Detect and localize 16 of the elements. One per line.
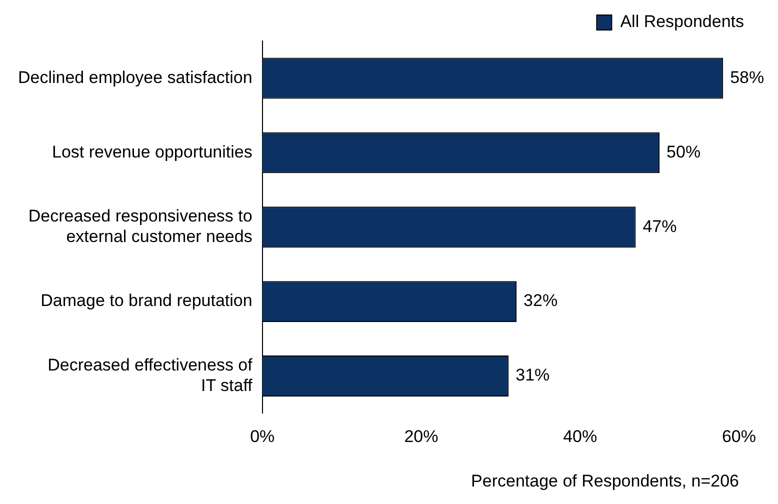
y-tick-label: Decreased effectiveness of IT staff: [48, 355, 253, 395]
x-tick-label: 20%: [404, 427, 438, 446]
x-tick-label: 60%: [722, 427, 756, 446]
x-tick-label: 40%: [563, 427, 598, 446]
y-tick-label: Declined employee satisfaction: [18, 68, 252, 87]
y-tick-label: Decreased responsiveness to external customer needs: [28, 206, 252, 246]
y-tick-label: Lost revenue opportunities: [52, 142, 252, 162]
data-label: 58%: [730, 68, 764, 87]
legend-label: All Respondents: [620, 12, 744, 32]
data-label: 32%: [524, 291, 558, 310]
x-tick-label: 0%: [250, 427, 275, 446]
data-label: 47%: [642, 216, 677, 236]
x-axis-title: Percentage of Respondents, n=206: [471, 471, 739, 490]
data-label: 50%: [666, 142, 701, 162]
data-label: 31%: [516, 366, 550, 385]
y-tick-label: Damage to brand reputation: [40, 291, 252, 310]
